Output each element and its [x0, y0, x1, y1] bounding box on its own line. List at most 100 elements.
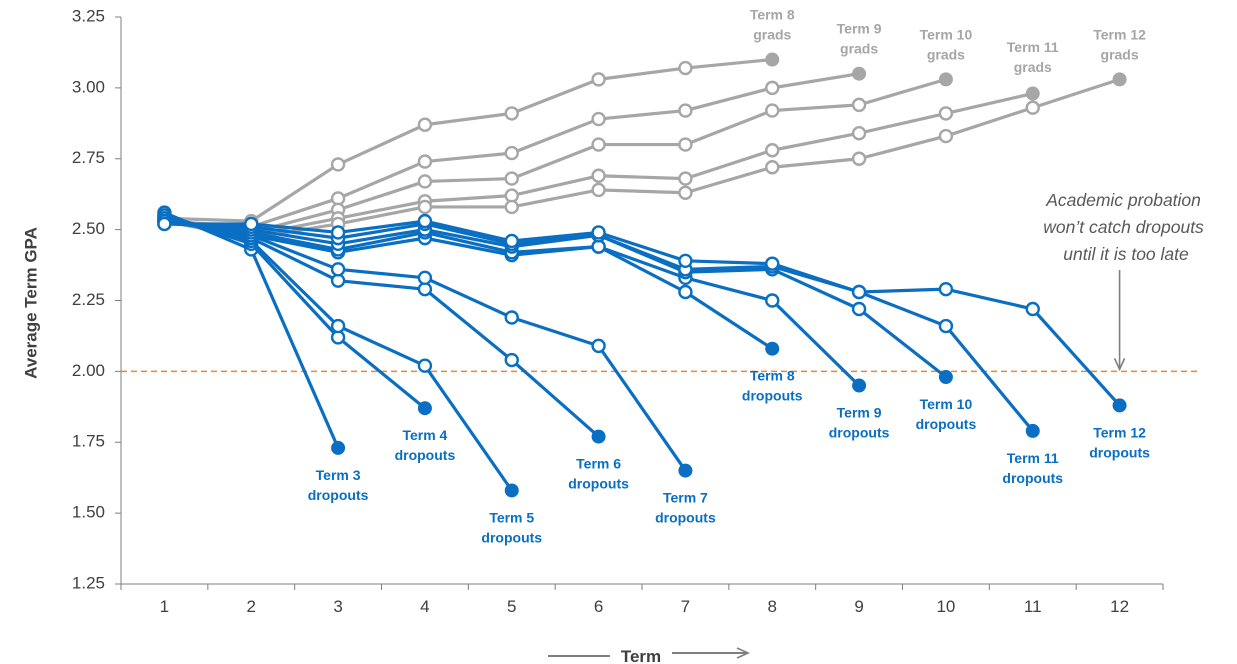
data-point-end: [504, 483, 519, 498]
series-line: [164, 77, 947, 235]
data-point: [678, 60, 693, 76]
annotation: Academic probation won’t catch dropouts …: [1043, 190, 1208, 372]
data-point: [851, 97, 867, 113]
data-point: [591, 111, 606, 127]
annotation-line-1: Academic probation: [1045, 190, 1201, 210]
y-tick-label: 2.75: [72, 148, 105, 167]
series-term-11-grads: [157, 86, 1040, 243]
data-point: [1025, 100, 1040, 115]
svg-text:Academic probation won’t: Academic probation won’t catch dropouts …: [1043, 190, 1208, 264]
y-tick-label: 3.25: [72, 6, 105, 25]
data-point: [417, 117, 433, 132]
x-axis-ticks: 1 2 3 4 5 6 7 8 9 10 11 12: [120, 584, 1164, 616]
data-point-end: [765, 52, 780, 67]
series-term-6-dropouts: [157, 211, 606, 444]
data-point: [591, 72, 606, 87]
x-tick-label: 6: [594, 597, 603, 616]
data-point: [938, 318, 954, 334]
data-point: [504, 199, 519, 215]
data-point: [765, 256, 780, 271]
y-tick-label: 2.25: [72, 290, 105, 309]
y-tick-label: 1.25: [72, 573, 105, 592]
data-point-end: [852, 66, 867, 81]
data-point: [591, 182, 606, 198]
x-tick-label: 7: [681, 597, 690, 616]
data-point: [330, 318, 346, 334]
data-point: [678, 185, 693, 200]
series-label-term-7-dropouts: Term 7 dropouts: [655, 490, 716, 526]
data-point: [591, 137, 606, 152]
data-point-end: [678, 463, 693, 478]
data-point: [765, 103, 780, 118]
y-tick-label: 2.50: [72, 219, 105, 238]
dropouts-series-group: [157, 205, 1127, 498]
data-point: [938, 128, 954, 144]
data-point: [157, 216, 172, 232]
x-tick-label: 1: [160, 597, 169, 616]
x-tick-label: 9: [854, 597, 863, 616]
series-label-term-10-grads: Term 10 grads: [920, 26, 973, 62]
series-label-term-11-grads: Term 11 grads: [1007, 39, 1059, 75]
series-label-term-12-dropouts: Term 12 dropouts: [1089, 424, 1150, 460]
data-point: [678, 284, 693, 300]
data-point: [678, 103, 693, 118]
data-point: [504, 233, 519, 249]
data-point: [765, 160, 780, 175]
x-axis-title-group: Term: [548, 647, 750, 664]
data-point-end: [331, 440, 346, 455]
series-label-term-11-dropouts: Term 11 dropouts: [1002, 450, 1063, 486]
x-tick-label: 5: [507, 597, 516, 616]
data-point: [851, 126, 867, 141]
y-tick-label: 3.00: [72, 77, 105, 96]
data-point: [591, 168, 606, 183]
series-label-term-10-dropouts: Term 10 dropouts: [916, 396, 977, 432]
data-point: [765, 80, 780, 96]
x-axis-title: Term: [621, 647, 661, 664]
data-point: [417, 154, 433, 169]
series-line: [164, 216, 600, 438]
series-label-term-4-dropouts: Term 4 dropouts: [395, 427, 456, 463]
data-point: [938, 281, 954, 297]
data-point-end: [765, 341, 780, 356]
y-tick-label: 1.50: [72, 503, 105, 522]
data-point: [851, 284, 867, 300]
data-point-end: [1025, 423, 1040, 438]
axes: [120, 17, 1163, 585]
series-line: [164, 57, 773, 223]
data-point: [504, 145, 519, 161]
annotation-line-2: won’t catch dropouts: [1043, 217, 1204, 237]
grads-series-group: [157, 52, 1127, 246]
y-axis-ticks: 1.25 1.50 1.75 2.00 2.25 2.50 2.75 3.00 3.25: [72, 6, 121, 592]
data-point: [765, 293, 780, 308]
y-tick-label: 1.75: [72, 432, 105, 451]
data-point: [504, 106, 519, 121]
data-point: [417, 270, 433, 286]
y-axis-title: Average Term GPA: [21, 227, 40, 379]
data-point: [244, 216, 259, 232]
data-point-end: [938, 72, 953, 87]
data-point: [417, 213, 433, 229]
data-point-end: [417, 401, 432, 416]
data-point: [417, 174, 433, 189]
data-point: [851, 301, 867, 317]
data-point: [678, 253, 693, 269]
data-point: [504, 310, 519, 325]
series-label-term-9-grads: Term 9 grads: [837, 21, 882, 57]
x-tick-label: 8: [768, 597, 777, 616]
y-tick-label: 2.00: [72, 361, 105, 380]
x-tick-label: 2: [247, 597, 256, 616]
data-point-end: [1112, 72, 1127, 87]
series-line: [164, 222, 1034, 432]
data-point: [330, 262, 346, 277]
data-point-end: [591, 429, 606, 444]
x-tick-label: 11: [1024, 597, 1042, 616]
data-point: [417, 358, 433, 373]
data-point-end: [1025, 86, 1040, 101]
series-line: [164, 77, 1121, 240]
series-label-term-8-grads: Term 8 grads: [750, 7, 795, 43]
series-line: [164, 219, 774, 351]
series-label-term-8-dropouts: Term 8 dropouts: [742, 368, 803, 404]
series-term-12-dropouts: [157, 213, 1127, 413]
x-tick-label: 3: [333, 597, 342, 616]
